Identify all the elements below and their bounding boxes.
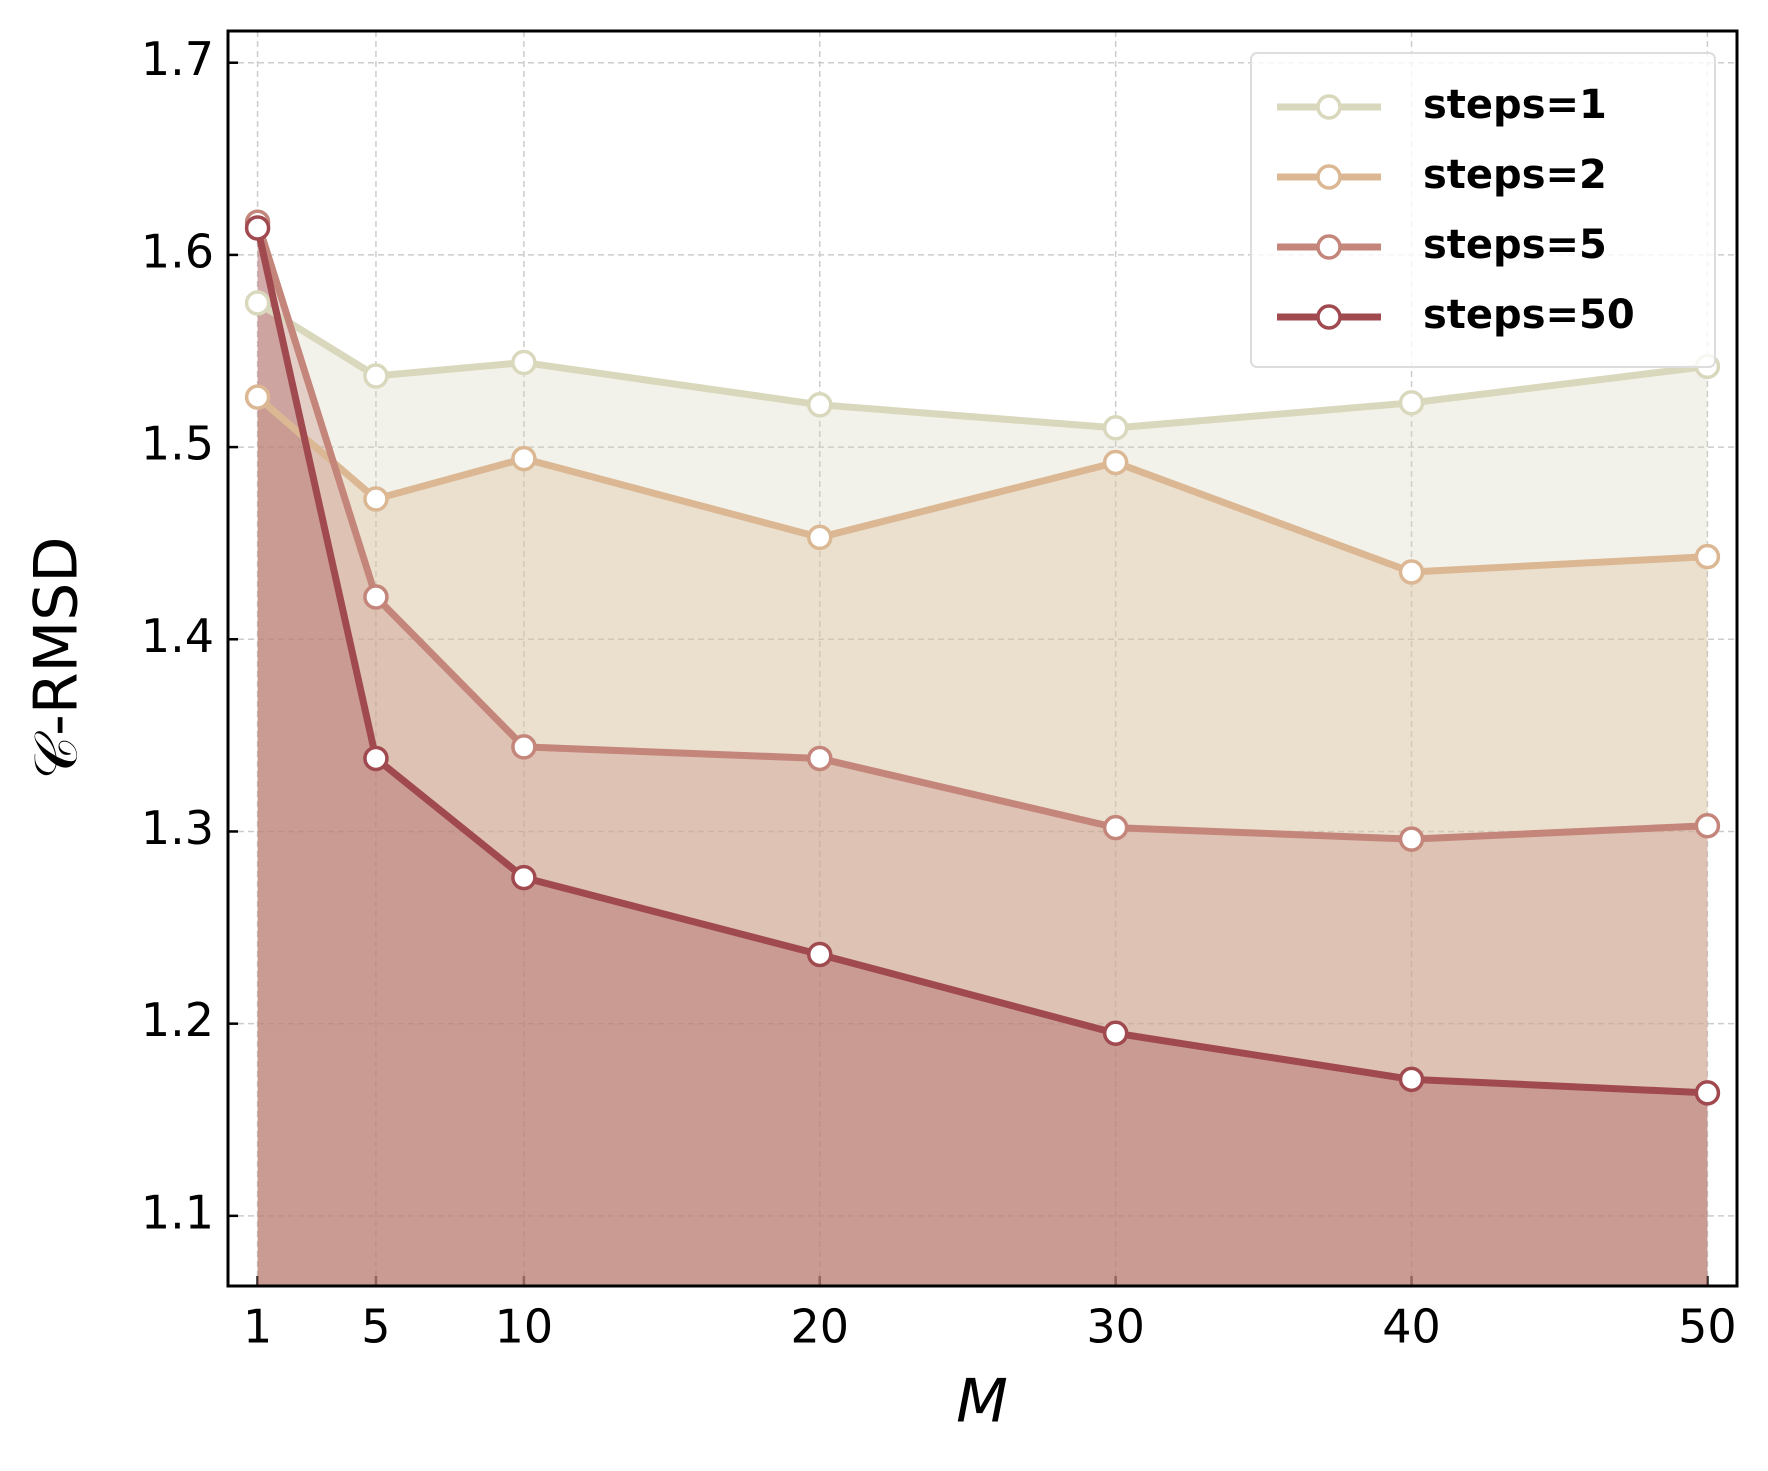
legend-label: steps=2 — [1423, 152, 1607, 198]
marker — [1398, 1066, 1425, 1093]
area — [257, 222, 1708, 1286]
marker — [511, 445, 537, 472]
marker — [1398, 559, 1425, 585]
marker — [1102, 814, 1129, 841]
marker — [511, 864, 537, 891]
marker — [244, 215, 271, 241]
x-axis-label: M — [956, 1367, 1008, 1437]
marker — [807, 941, 833, 968]
x-tick-label: 10 — [495, 1300, 554, 1354]
x-tick-label: 20 — [790, 1300, 849, 1354]
y-tick-label: 1.4 — [141, 609, 214, 663]
marker — [363, 745, 389, 772]
x-tick-label: 40 — [1382, 1300, 1441, 1354]
y-tick-label: 1.5 — [141, 417, 214, 471]
marker — [1694, 812, 1721, 839]
legend-marker — [1316, 304, 1342, 330]
y-tick-label: 1.2 — [141, 993, 214, 1047]
legend-box — [1250, 52, 1716, 368]
x-tick-label: 50 — [1678, 1300, 1737, 1354]
marker — [1102, 415, 1129, 441]
marker — [807, 745, 833, 772]
y-axis-label: 𝒞-RMSD — [22, 536, 92, 779]
legend-label: steps=1 — [1423, 82, 1607, 128]
marker — [1694, 543, 1721, 570]
legend-marker — [1316, 164, 1342, 190]
marker — [1694, 1080, 1721, 1106]
plot-frame — [226, 29, 1739, 1288]
x-tick-label: 5 — [361, 1300, 390, 1354]
marker — [1102, 449, 1129, 476]
marker — [1398, 826, 1425, 852]
marker — [244, 384, 271, 410]
y-tick-label: 1.3 — [141, 801, 214, 855]
marker — [511, 349, 537, 376]
marker — [511, 734, 537, 760]
area — [257, 227, 1708, 1287]
marker — [244, 290, 271, 316]
marker — [363, 584, 389, 610]
marker — [807, 392, 833, 418]
legend-marker — [1316, 94, 1342, 120]
y-tick-label: 1.6 — [141, 224, 214, 278]
marker — [1102, 1020, 1129, 1047]
legend-label: steps=5 — [1423, 222, 1607, 268]
marker — [1398, 390, 1425, 416]
legend-label: steps=50 — [1423, 292, 1635, 338]
y-tick-label: 1.7 — [141, 32, 214, 86]
y-tick-label: 1.1 — [141, 1185, 214, 1239]
marker — [363, 363, 389, 389]
marker — [363, 486, 389, 512]
marker — [807, 524, 833, 551]
x-tick-label: 1 — [243, 1300, 272, 1354]
legend-marker — [1316, 234, 1342, 260]
area — [257, 397, 1708, 1287]
x-tick-label: 30 — [1086, 1300, 1145, 1354]
